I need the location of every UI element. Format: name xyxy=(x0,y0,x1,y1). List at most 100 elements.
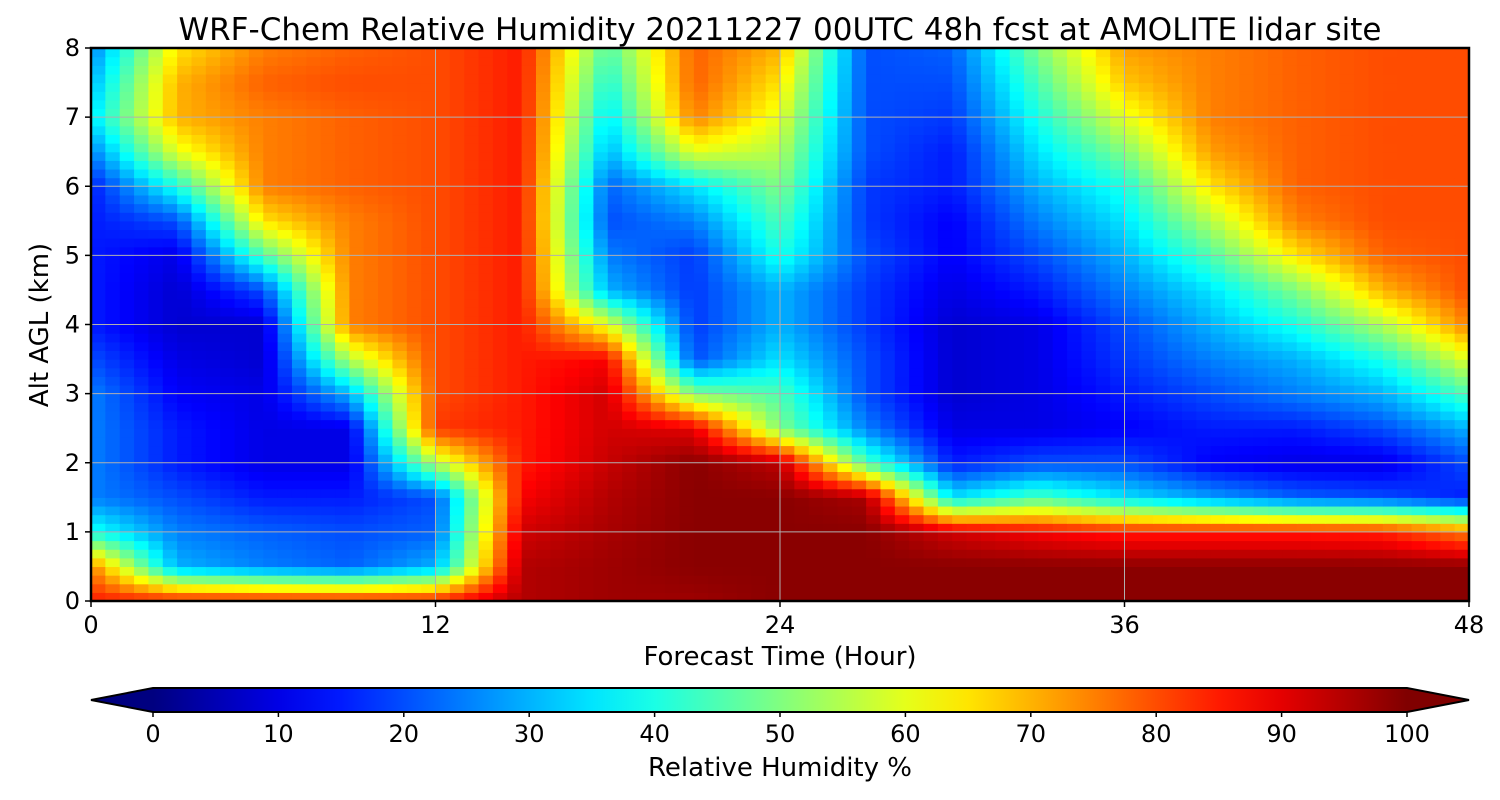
heatmap-cell xyxy=(1354,428,1370,438)
heatmap-cell xyxy=(808,324,824,334)
heatmap-cell xyxy=(1239,523,1255,533)
heatmap-cell xyxy=(736,575,752,585)
heatmap-cell xyxy=(1425,384,1441,395)
heatmap-cell xyxy=(1224,238,1240,248)
heatmap-cell xyxy=(1239,160,1255,170)
heatmap-cell xyxy=(765,151,781,161)
heatmap-cell xyxy=(349,186,365,196)
heatmap-cell xyxy=(191,454,207,464)
heatmap-cell xyxy=(966,393,982,403)
heatmap-cell xyxy=(291,168,307,179)
heatmap-cell xyxy=(1368,333,1384,343)
heatmap-cell xyxy=(435,514,451,524)
heatmap-cell xyxy=(665,160,681,170)
heatmap-cell xyxy=(291,523,307,533)
heatmap-cell xyxy=(894,540,910,550)
heatmap-cell xyxy=(1239,488,1255,498)
heatmap-cell xyxy=(1038,445,1054,455)
heatmap-cell xyxy=(708,177,724,187)
heatmap-cell xyxy=(736,315,752,326)
heatmap-cell xyxy=(263,376,279,386)
heatmap-cell xyxy=(335,281,350,291)
heatmap-cell xyxy=(1167,272,1183,282)
heatmap-cell xyxy=(736,549,752,559)
heatmap-cell xyxy=(1038,384,1054,395)
heatmap-cell xyxy=(1397,324,1413,334)
heatmap-cell xyxy=(866,393,882,403)
heatmap-cell xyxy=(1181,480,1197,490)
heatmap-cell xyxy=(909,272,925,282)
heatmap-cell xyxy=(1397,549,1413,559)
heatmap-cell xyxy=(205,307,221,317)
heatmap-cell xyxy=(1067,238,1083,248)
heatmap-cell xyxy=(535,540,551,550)
heatmap-cell xyxy=(1454,220,1469,231)
heatmap-cell xyxy=(780,160,795,170)
heatmap-cell xyxy=(492,324,508,334)
heatmap-cell xyxy=(866,255,882,265)
heatmap-cell xyxy=(449,350,465,360)
heatmap-cell xyxy=(708,281,724,291)
heatmap-cell xyxy=(105,255,121,265)
heatmap-cell xyxy=(521,480,537,490)
heatmap-cell xyxy=(248,419,264,429)
heatmap-cell xyxy=(880,341,896,352)
heatmap-cell xyxy=(220,402,236,412)
heatmap-cell xyxy=(1167,203,1183,213)
heatmap-cell xyxy=(665,203,681,213)
heatmap-cell xyxy=(607,454,623,464)
heatmap-cell xyxy=(980,264,996,274)
heatmap-cell xyxy=(148,289,164,300)
heatmap-cell xyxy=(851,333,867,343)
heatmap-cell xyxy=(1425,212,1441,222)
heatmap-cell xyxy=(780,186,795,196)
heatmap-cell xyxy=(134,359,150,369)
heatmap-cell xyxy=(421,367,437,377)
heatmap-cell xyxy=(1411,462,1427,472)
heatmap-cell xyxy=(464,540,480,550)
heatmap-cell xyxy=(162,341,178,352)
heatmap-cell xyxy=(507,350,523,360)
heatmap-cell xyxy=(535,462,551,472)
heatmap-cell xyxy=(1196,540,1212,550)
heatmap-cell xyxy=(148,143,164,153)
heatmap-cell xyxy=(320,471,336,481)
heatmap-cell xyxy=(1138,177,1154,187)
heatmap-cell xyxy=(162,151,178,161)
heatmap-cell xyxy=(1454,238,1469,248)
heatmap-cell xyxy=(134,246,150,256)
heatmap-cell xyxy=(220,333,236,343)
heatmap-cell xyxy=(564,384,580,395)
heatmap-cell xyxy=(306,264,322,274)
heatmap-cell xyxy=(521,376,537,386)
heatmap-cell xyxy=(177,324,193,334)
heatmap-cell xyxy=(1339,298,1355,308)
heatmap-cell xyxy=(421,393,437,403)
heatmap-cell xyxy=(1210,324,1226,334)
heatmap-cell xyxy=(751,488,767,498)
heatmap-cell xyxy=(751,592,767,601)
heatmap-cell xyxy=(306,454,322,464)
heatmap-cell xyxy=(1354,220,1370,231)
heatmap-cell xyxy=(1067,289,1083,300)
heatmap-cell xyxy=(665,264,681,274)
heatmap-cell xyxy=(148,255,164,265)
heatmap-cell xyxy=(995,488,1011,498)
heatmap-cell xyxy=(1210,359,1226,369)
heatmap-cell xyxy=(1268,350,1283,360)
heatmap-cell xyxy=(449,575,465,585)
heatmap-cell xyxy=(1124,557,1140,568)
heatmap-cell xyxy=(1454,160,1469,170)
heatmap-cell xyxy=(1196,436,1212,447)
heatmap-cell xyxy=(937,255,953,265)
heatmap-cell xyxy=(851,410,867,421)
heatmap-cell xyxy=(119,272,135,282)
heatmap-cell xyxy=(162,324,178,334)
heatmap-cell xyxy=(622,212,638,222)
heatmap-cell xyxy=(1009,151,1025,161)
heatmap-cell xyxy=(1296,376,1312,386)
heatmap-cell xyxy=(1454,462,1469,472)
heatmap-cell xyxy=(177,514,193,524)
heatmap-cell xyxy=(780,238,795,248)
heatmap-cell xyxy=(507,359,523,369)
